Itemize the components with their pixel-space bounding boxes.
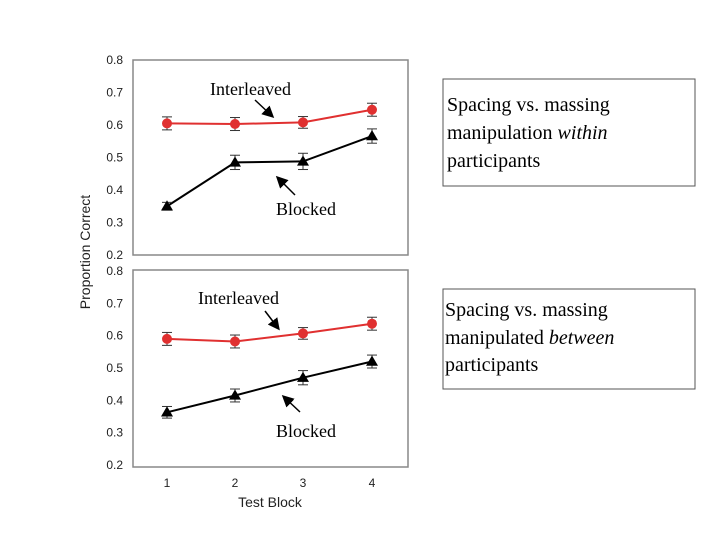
- top-y-tick-label: 0.3: [106, 216, 123, 230]
- top-plot-frame: [132, 59, 409, 256]
- top-point-interleaved: [230, 119, 240, 130]
- bottom-y-tick-label: 0.6: [106, 329, 123, 343]
- top-note-box: [442, 78, 696, 187]
- top-y-tick-label: 0.7: [106, 86, 123, 100]
- top-point-blocked: [161, 200, 173, 211]
- top-y-tick-label: 0.2: [106, 248, 123, 262]
- x-tick-label: 4: [369, 476, 376, 490]
- top-point-blocked: [297, 155, 309, 166]
- bottom-y-tick-label: 0.3: [106, 426, 123, 440]
- y-axis-title: Proportion Correct: [77, 195, 93, 309]
- top-annotation-blocked: Blocked: [276, 199, 336, 219]
- top-chart-marks: [161, 102, 378, 211]
- top-y-ticks: 0.2 0.3 0.4 0.5 0.6 0.7 0.8: [106, 53, 123, 262]
- x-tick-label: 2: [232, 476, 239, 490]
- bottom-chart-marks: [161, 316, 378, 419]
- x-axis-title: Test Block: [238, 494, 303, 510]
- bottom-annotation-blocked: Blocked: [276, 421, 336, 441]
- bottom-plot-frame: [132, 269, 409, 468]
- top-point-blocked: [366, 130, 378, 141]
- bottom-y-tick-label: 0.8: [106, 264, 123, 278]
- top-y-tick-label: 0.5: [106, 151, 123, 165]
- top-note-line2-emph: within: [558, 122, 608, 144]
- top-note-line3: participants: [447, 150, 541, 172]
- bottom-arrow-interleaved: [264, 310, 280, 331]
- bottom-point-interleaved: [298, 328, 308, 339]
- bottom-point-blocked: [297, 371, 309, 382]
- bottom-y-tick-label: 0.2: [106, 458, 123, 472]
- top-point-blocked: [229, 156, 241, 167]
- top-point-interleaved: [298, 117, 308, 128]
- bottom-x-ticks: 1 2 3 4: [164, 476, 376, 490]
- top-note-line2: manipulation within: [447, 122, 608, 144]
- bottom-y-tick-label: 0.4: [106, 393, 123, 407]
- top-y-tick-label: 0.6: [106, 118, 123, 132]
- bottom-note-line2-emph: between: [549, 327, 615, 349]
- bottom-point-interleaved: [367, 318, 377, 329]
- top-annotation-interleaved: Interleaved: [210, 79, 291, 99]
- top-point-interleaved: [367, 104, 377, 115]
- bottom-series-line-blocked: [166, 360, 373, 414]
- top-y-tick-label: 0.4: [106, 183, 123, 197]
- x-tick-label: 3: [300, 476, 307, 490]
- top-y-tick-label: 0.8: [106, 53, 123, 67]
- top-note-line2-a: manipulation: [447, 122, 558, 144]
- bottom-point-blocked: [229, 389, 241, 400]
- top-arrow-interleaved: [254, 99, 275, 119]
- bottom-point-interleaved: [162, 333, 172, 344]
- bottom-point-blocked: [161, 406, 173, 417]
- bottom-arrow-blocked: [281, 394, 301, 413]
- bottom-y-ticks: 0.2 0.3 0.4 0.5 0.6 0.7 0.8: [106, 264, 123, 472]
- bottom-point-interleaved: [230, 336, 240, 347]
- bottom-point-blocked: [366, 355, 378, 366]
- bottom-note-line3: participants: [445, 354, 539, 376]
- top-note-line1: Spacing vs. massing: [447, 94, 610, 116]
- top-point-interleaved: [162, 118, 172, 129]
- bottom-series-line-interleaved: [166, 322, 373, 343]
- x-tick-label: 1: [164, 476, 171, 490]
- top-series-line-blocked: [166, 135, 373, 208]
- bottom-note-line2-a: manipulated: [445, 327, 549, 349]
- bottom-y-tick-label: 0.5: [106, 361, 123, 375]
- bottom-annotation-interleaved: Interleaved: [198, 288, 279, 308]
- bottom-note-line2: manipulated between: [445, 327, 614, 349]
- top-arrow-blocked: [275, 175, 296, 196]
- bottom-note-box: [442, 288, 696, 390]
- bottom-note-line1: Spacing vs. massing: [445, 299, 608, 321]
- top-series-line-interleaved: [166, 108, 373, 126]
- bottom-y-tick-label: 0.7: [106, 296, 123, 310]
